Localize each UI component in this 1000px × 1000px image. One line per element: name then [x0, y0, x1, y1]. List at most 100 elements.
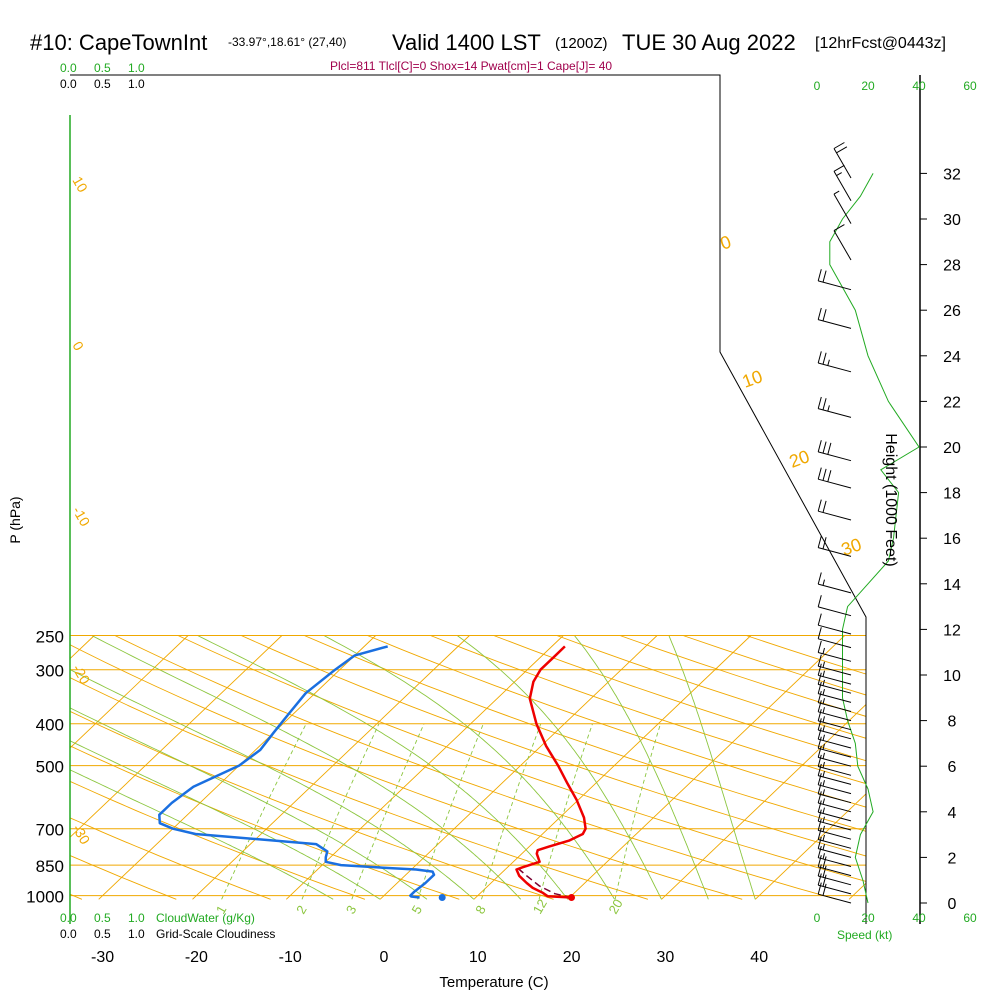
- wind-barb-feather: [817, 572, 822, 585]
- height-tick-label: 24: [943, 349, 961, 366]
- wind-barb-staff: [818, 729, 852, 740]
- wind-barb-feather: [817, 718, 822, 731]
- wind-barb-feather: [817, 773, 822, 785]
- speed-tick-label: 40: [912, 79, 926, 93]
- temperature-tick-label: 30: [657, 949, 675, 966]
- wind-barb: [817, 845, 852, 867]
- dry-adiabat: [70, 635, 554, 900]
- wind-barb-feather: [822, 352, 827, 365]
- wind-barb: [817, 654, 852, 676]
- wind-barb-feather: [822, 770, 825, 778]
- wind-barb: [833, 190, 852, 224]
- wind-barb-feather: [817, 845, 822, 858]
- wind-barb-feather: [817, 396, 822, 409]
- wind-barb: [817, 827, 852, 849]
- y-axis-title: P (hPa): [7, 496, 23, 543]
- moist-adiabat: [668, 635, 756, 900]
- wind-barb: [817, 672, 852, 694]
- dry-adiabat: [493, 635, 866, 900]
- moist-adiabat: [70, 635, 428, 900]
- wind-barb-staff: [818, 583, 852, 594]
- isotherm: [473, 635, 752, 900]
- wind-barb-feather: [817, 809, 822, 822]
- height-tick-label: 0: [948, 896, 957, 913]
- wind-barb-feather: [817, 627, 822, 639]
- height-tick-label: 30: [943, 212, 961, 229]
- isotherm: [70, 635, 189, 900]
- zulu-time: (1200Z): [555, 35, 608, 52]
- cloudiness-tick: 0.5: [94, 927, 111, 941]
- wind-barb: [817, 690, 852, 712]
- temperature-ticks: -30 -20 -10 0 10 20 30 40: [91, 949, 768, 966]
- wind-barb-feather: [822, 537, 827, 550]
- wind-barb-feather: [822, 743, 825, 750]
- pressure-tick-label: 400: [36, 716, 64, 735]
- mixing-ratio-label: 12: [530, 896, 550, 916]
- isotherm: [70, 635, 283, 900]
- dry-adiabat: [114, 635, 837, 900]
- temperature-tick-label: 40: [750, 949, 768, 966]
- mixing-ratio-line: [301, 723, 380, 900]
- height-tick-label: 22: [943, 394, 961, 411]
- wind-barb-feather: [822, 670, 825, 677]
- wind-barb-staff: [818, 738, 852, 749]
- wind-barb-feather: [817, 269, 822, 282]
- wind-barb-feather: [822, 688, 825, 696]
- wind-barb-staff: [818, 606, 852, 617]
- wind-barb-feather: [822, 816, 825, 823]
- wind-barb-staff: [818, 766, 852, 776]
- wind-barb-feather: [833, 224, 845, 232]
- isotherm-label: -10: [69, 504, 93, 530]
- temperature-tick-label: -30: [91, 949, 114, 966]
- station-title: #10: CapeTownInt: [30, 30, 207, 55]
- wind-barb-feather: [822, 834, 825, 841]
- wind-barb-feather: [822, 679, 825, 686]
- wind-barb-staff: [818, 547, 852, 557]
- wind-barb-feather: [817, 700, 822, 712]
- wind-barb-staff: [818, 408, 852, 418]
- wind-barb-feather: [833, 142, 845, 149]
- wind-barb-feather: [822, 761, 825, 768]
- dry-adiabat: [70, 635, 649, 900]
- wind-barb-staff: [818, 720, 852, 731]
- wind-barb: [817, 736, 852, 758]
- speed-tick-label: 0: [814, 79, 821, 93]
- pressure-tick-label: 850: [36, 857, 64, 876]
- wind-barb-feather: [822, 716, 825, 723]
- x-axis-title: Temperature (C): [439, 974, 548, 991]
- height-tick-label: 32: [943, 166, 961, 183]
- mixing-ratio-line: [538, 723, 593, 900]
- wind-barb: [817, 745, 852, 767]
- wind-barb: [817, 709, 852, 731]
- dry-adiabat: [177, 635, 866, 900]
- wind-barb-feather: [836, 146, 848, 154]
- wind-barb-staff: [818, 829, 852, 840]
- wind-barb-feather: [817, 535, 822, 548]
- wind-barb: [817, 572, 852, 594]
- wind-barb: [817, 782, 852, 804]
- isotherm-label: -30: [69, 822, 93, 848]
- wind-barb-staff: [833, 230, 852, 261]
- dry-adiabat: [746, 635, 866, 900]
- wind-barb-feather: [817, 882, 822, 895]
- wind-barb-feather: [822, 874, 827, 887]
- wind-barb-feather: [817, 690, 822, 703]
- wind-barb-staff: [818, 775, 852, 785]
- mixing-ratio-label: 8: [472, 903, 489, 917]
- wind-barb-feather: [817, 855, 822, 867]
- wind-barb: [817, 800, 852, 822]
- wind-barb-feather: [817, 864, 822, 877]
- wind-barb: [817, 663, 852, 685]
- wind-barb-staff: [818, 693, 852, 703]
- wind-barb: [817, 307, 852, 329]
- wind-barb-feather: [822, 798, 825, 805]
- mixing-ratio-line: [351, 723, 425, 900]
- height-tick-label: 18: [943, 486, 961, 503]
- cloudiness-tick: 1.0: [128, 927, 145, 941]
- wind-barb-feather: [817, 763, 822, 776]
- wind-barb: [833, 142, 852, 179]
- wind-barb-staff: [818, 665, 852, 676]
- isotherm: [192, 635, 470, 900]
- moist-adiabat: [70, 635, 475, 900]
- dry-adiabat: [70, 635, 177, 900]
